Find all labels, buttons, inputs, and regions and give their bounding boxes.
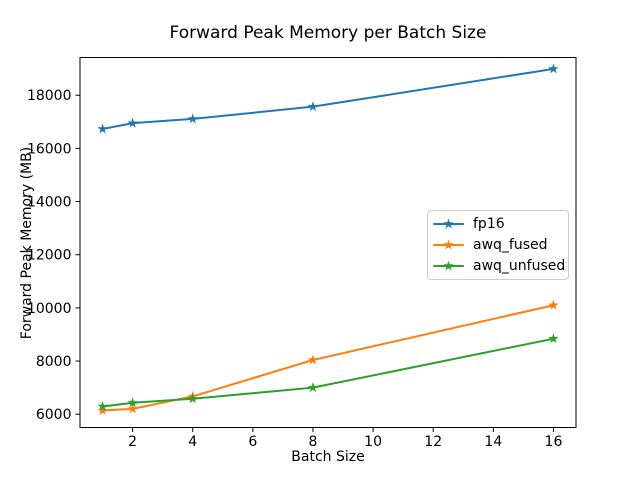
y-tick-label: 14000 — [27, 195, 72, 211]
axes-frame — [79, 57, 577, 428]
x-tick-label: 10 — [364, 434, 382, 450]
data-point-marker-awq_unfused — [548, 333, 559, 344]
chart-title: Forward Peak Memory per Batch Size — [169, 23, 487, 43]
data-point-marker-fp16 — [187, 113, 198, 124]
legend-item-awq-unfused: awq_unfused — [433, 255, 565, 276]
legend-sample-marker-fp16 — [443, 218, 454, 228]
x-tick-label: 12 — [424, 434, 442, 450]
data-point-marker-fp16 — [97, 123, 108, 134]
data-point-marker-awq_fused — [127, 403, 138, 414]
data-point-marker-awq_unfused — [127, 397, 138, 408]
legend-label-fp16: fp16 — [473, 215, 505, 232]
legend: fp16 awq_fused awq_unfused — [427, 210, 569, 280]
x-axis-label: Batch Size — [291, 449, 365, 465]
legend-line-sample-fp16 — [433, 218, 464, 228]
legend-line-sample-awq-unfused — [433, 260, 464, 270]
x-tick-label: 4 — [188, 434, 197, 450]
y-tick-label: 18000 — [27, 88, 72, 104]
y-tick-label: 6000 — [36, 407, 72, 423]
y-tick-label: 10000 — [27, 301, 72, 317]
legend-sample-marker-awq_unfused — [443, 260, 454, 270]
legend-item-awq-fused: awq_fused — [433, 234, 561, 255]
legend-label-awq-fused: awq_fused — [473, 236, 548, 253]
data-point-marker-awq_unfused — [307, 382, 319, 393]
y-tick-label: 16000 — [27, 141, 72, 157]
data-point-marker-fp16 — [307, 101, 319, 112]
legend-sample-marker-awq_fused — [443, 239, 454, 249]
data-point-marker-awq_unfused — [97, 401, 108, 411]
series-line-fp16 — [101, 67, 555, 131]
data-point-marker-awq_fused — [97, 404, 108, 415]
data-point-marker-fp16 — [127, 117, 138, 128]
x-tick-label: 16 — [545, 434, 563, 450]
data-point-marker-awq_fused — [307, 354, 319, 365]
data-point-marker-fp16 — [548, 63, 559, 74]
legend-line-sample-awq-fused — [433, 239, 464, 249]
y-axis-label: Forward Peak Memory (MB) — [19, 146, 35, 340]
legend-item-fp16: fp16 — [433, 213, 561, 234]
data-point-marker-awq_unfused — [187, 393, 198, 404]
y-tick-label: 12000 — [27, 248, 72, 264]
series-line-awq_fused — [101, 304, 555, 412]
x-tick-label: 2 — [128, 434, 137, 450]
series-line-awq_unfused — [101, 337, 555, 408]
x-tick-label: 6 — [248, 434, 257, 450]
x-tick-label: 8 — [309, 434, 318, 450]
y-tick-label: 8000 — [36, 354, 72, 370]
x-tick-label: 14 — [484, 434, 502, 450]
data-point-marker-awq_fused — [548, 299, 559, 310]
legend-label-awq-unfused: awq_unfused — [473, 257, 566, 274]
